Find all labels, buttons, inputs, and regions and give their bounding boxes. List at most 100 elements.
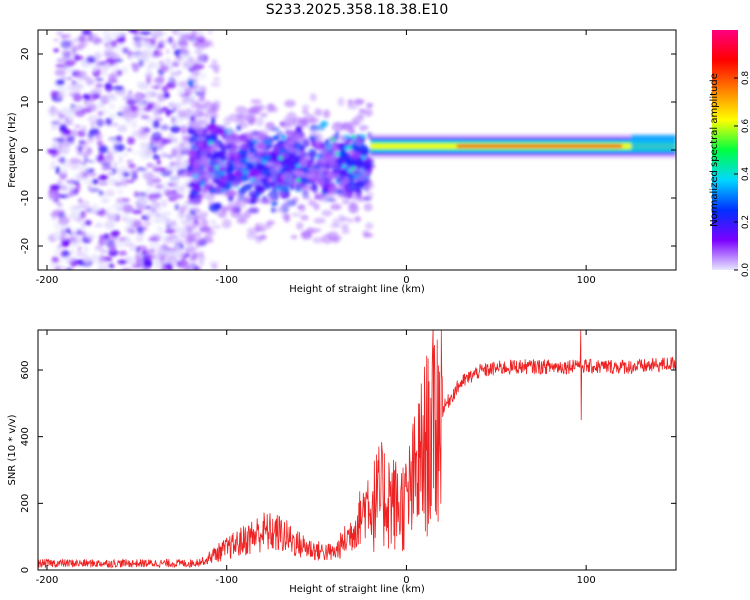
isolated-hotspot [187, 79, 194, 86]
noise-blob [191, 70, 199, 78]
noise-blob [170, 258, 177, 268]
transition-blob [209, 187, 216, 194]
noise-blob [207, 30, 213, 34]
noise-blob [166, 251, 179, 258]
noise-blob [56, 31, 64, 36]
noise-blob [76, 217, 83, 223]
noise-blob [92, 34, 97, 44]
noise-blob [67, 118, 74, 124]
transition-halo [341, 229, 351, 235]
noise-blob [79, 210, 86, 219]
transition-halo [346, 217, 355, 224]
noise-blob [154, 212, 160, 217]
noise-blob [108, 73, 117, 82]
transition-halo [225, 135, 232, 144]
transition-blob [219, 182, 227, 187]
noise-blob [76, 259, 86, 266]
transition-halo [298, 203, 306, 213]
noise-blob [144, 187, 151, 195]
transition-halo [201, 189, 209, 196]
transition-halo [330, 235, 343, 241]
transition-halo [363, 202, 373, 212]
noise-blob [176, 168, 187, 173]
noise-blob [197, 90, 203, 97]
spectrogram-marks [47, 30, 676, 270]
transition-hotspot [281, 135, 287, 140]
transition-halo [274, 163, 282, 172]
noise-blob [95, 118, 105, 128]
transition-blob [316, 124, 325, 132]
noise-blob [193, 111, 200, 116]
noise-blob [178, 227, 189, 234]
noise-blob [179, 44, 185, 49]
noise-blob [110, 230, 120, 238]
noise-blob [77, 197, 83, 204]
transition-halo [193, 238, 204, 244]
noise-blob [93, 210, 105, 215]
noise-blob [179, 213, 185, 218]
colorbar-tick-label: 0.4 [741, 167, 750, 182]
transition-halo [201, 155, 208, 165]
noise-blob [150, 174, 160, 178]
noise-blob [162, 211, 173, 215]
spectrogram-y-tick-label: -20 [20, 238, 31, 254]
noise-blob [177, 88, 186, 93]
noise-blob [126, 98, 137, 106]
transition-blob [245, 160, 255, 171]
noise-blob [72, 227, 81, 233]
noise-blob [145, 210, 156, 219]
noise-blob [108, 103, 116, 110]
transition-halo [244, 131, 255, 139]
noise-blob [203, 211, 209, 218]
noise-blob [86, 57, 96, 64]
transition-blob [213, 128, 225, 135]
noise-blob [155, 77, 164, 87]
noise-blob [152, 119, 160, 129]
noise-blob [107, 206, 113, 212]
noise-blob [161, 199, 168, 208]
transition-halo [301, 109, 309, 115]
noise-blob [116, 199, 125, 204]
noise-blob [162, 39, 170, 43]
colorbar-tick-label: 0.8 [741, 71, 750, 86]
noise-blob [136, 107, 145, 117]
noise-blob [194, 48, 203, 56]
noise-blob [103, 38, 111, 44]
noise-blob [138, 126, 151, 135]
transition-halo [265, 122, 275, 128]
noise-blob [211, 59, 218, 65]
transition-halo [217, 162, 229, 168]
noise-blob [74, 70, 84, 79]
transition-hotspot [330, 137, 336, 142]
transition-halo [204, 194, 216, 201]
transition-halo [321, 234, 334, 244]
transition-blob [190, 115, 196, 122]
transition-hotspot [344, 134, 350, 139]
transition-halo [237, 145, 245, 151]
noise-blob [94, 77, 104, 82]
transition-halo [348, 204, 359, 214]
colorbar-label: Normalized spectral amplitude [709, 73, 720, 227]
transition-blob [233, 170, 244, 177]
transition-halo [298, 171, 307, 179]
noise-blob [111, 167, 117, 175]
noise-blob [96, 261, 105, 266]
transition-halo [233, 137, 242, 144]
noise-blob [73, 53, 80, 62]
transition-halo [347, 99, 354, 106]
transition-halo [302, 195, 312, 200]
noise-blob [139, 30, 152, 36]
noise-blob [150, 107, 159, 113]
transition-halo [365, 191, 374, 200]
transition-halo [337, 214, 345, 223]
noise-blob [113, 143, 125, 152]
noise-blob [75, 253, 87, 257]
noise-blob [96, 221, 102, 227]
spectrogram-x-tick-label: 0 [403, 275, 409, 286]
noise-blob [117, 259, 127, 265]
noise-blob [53, 197, 60, 203]
noise-blob [136, 35, 144, 43]
transition-blob [188, 136, 194, 144]
transition-halo [355, 99, 366, 104]
transition-blob [310, 139, 317, 148]
